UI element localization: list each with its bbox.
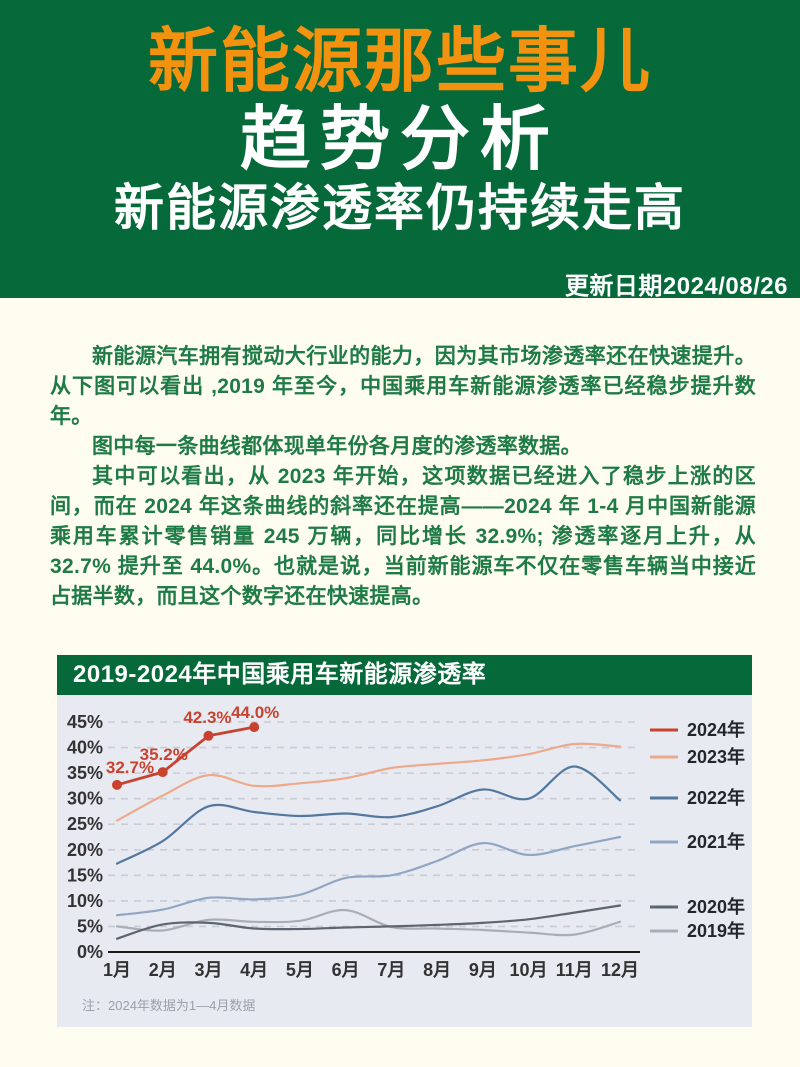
legend-label: 2019年	[687, 920, 745, 941]
svg-text:10月: 10月	[510, 960, 548, 980]
svg-text:6月: 6月	[332, 960, 360, 980]
chart-area: 0% 5% 10% 15% 20% 25% 30% 35% 40% 45% 1月 2月 3月 4月 5月 6月…	[57, 695, 752, 1027]
point-label: 44.0%	[231, 703, 279, 722]
svg-text:0%: 0%	[77, 942, 103, 962]
svg-text:1月: 1月	[103, 960, 131, 980]
page-title: 趋势分析	[240, 100, 560, 179]
svg-text:40%: 40%	[67, 738, 103, 758]
svg-text:2月: 2月	[149, 960, 177, 980]
svg-text:5月: 5月	[286, 960, 314, 980]
svg-text:35%: 35%	[67, 763, 103, 783]
chart-card: 2019-2024年中国乘用车新能源渗透率 0% 5% 10% 15% 20% 25% 30…	[57, 655, 752, 1027]
data-point	[112, 779, 122, 790]
svg-text:8月: 8月	[423, 960, 451, 980]
svg-text:20%: 20%	[67, 840, 103, 860]
point-label: 32.7%	[106, 758, 154, 777]
update-date: 更新日期2024/08/26	[564, 273, 788, 300]
series-2020年	[115, 904, 622, 940]
svg-text:15%: 15%	[67, 865, 103, 885]
svg-text:10%: 10%	[67, 891, 103, 911]
svg-text:3月: 3月	[194, 960, 222, 980]
brand-title: 新能源那些事儿	[148, 22, 652, 100]
legend: 2024年 2023年 2022年 2021年 2020年 2019年	[650, 719, 745, 941]
intro-paragraph-3: 其中可以看出，从 2023 年开始，这项数据已经进入了稳步上涨的区间，而在 20…	[50, 465, 756, 608]
legend-label: 2020年	[687, 896, 745, 917]
penetration-line-chart: 0% 5% 10% 15% 20% 25% 30% 35% 40% 45% 1月 2月 3月 4月 5月 6月…	[67, 703, 745, 1013]
page-subtitle: 新能源渗透率仍持续走高	[114, 179, 686, 236]
chart-title: 2019-2024年中国乘用车新能源渗透率	[57, 655, 752, 695]
svg-text:5%: 5%	[77, 916, 103, 936]
intro-paragraph-1: 新能源汽车拥有搅动大行业的能力，因为其市场渗透率还在快速提升。从下图可以看出 ,…	[50, 345, 756, 428]
data-point	[203, 730, 214, 741]
legend-label: 2021年	[687, 831, 745, 852]
legend-label: 2023年	[687, 746, 745, 767]
svg-text:4月: 4月	[240, 960, 268, 980]
legend-label: 2024年	[687, 719, 745, 740]
y-axis-ticks: 0% 5% 10% 15% 20% 25% 30% 35% 40% 45%	[67, 712, 103, 962]
svg-text:7月: 7月	[377, 960, 405, 980]
series-2024年: 32.7%35.2% 42.3% 44.0%	[106, 703, 279, 790]
svg-text:12月: 12月	[601, 960, 639, 980]
data-point	[249, 722, 260, 733]
series-2023年	[115, 742, 622, 822]
point-label: 42.3%	[183, 708, 231, 727]
chart-note: 注：2024年数据为1—4月数据	[82, 998, 255, 1013]
data-point	[157, 767, 168, 778]
x-axis-ticks: 1月 2月 3月 4月 5月 6月 7月 8月 9月 10月 11月 12月	[103, 960, 639, 980]
svg-text:45%: 45%	[67, 712, 103, 732]
legend-label: 2022年	[687, 787, 745, 808]
series-2021年	[115, 835, 622, 917]
point-label: 35.2%	[140, 745, 188, 764]
svg-text:11月: 11月	[556, 960, 593, 980]
series-2022年	[115, 765, 622, 865]
header: 新能源那些事儿 趋势分析 新能源渗透率仍持续走高 更新日期2024/08/26	[0, 0, 800, 300]
svg-text:25%: 25%	[67, 814, 103, 834]
intro-text: 新能源汽车拥有搅动大行业的能力，因为其市场渗透率还在快速提升。从下图可以看出 ,…	[50, 342, 756, 612]
svg-text:9月: 9月	[469, 960, 497, 980]
series-2019年	[115, 908, 622, 937]
intro-paragraph-2: 图中每一条曲线都体现单年份各月度的渗透率数据。	[92, 435, 582, 458]
svg-text:30%: 30%	[67, 789, 103, 809]
